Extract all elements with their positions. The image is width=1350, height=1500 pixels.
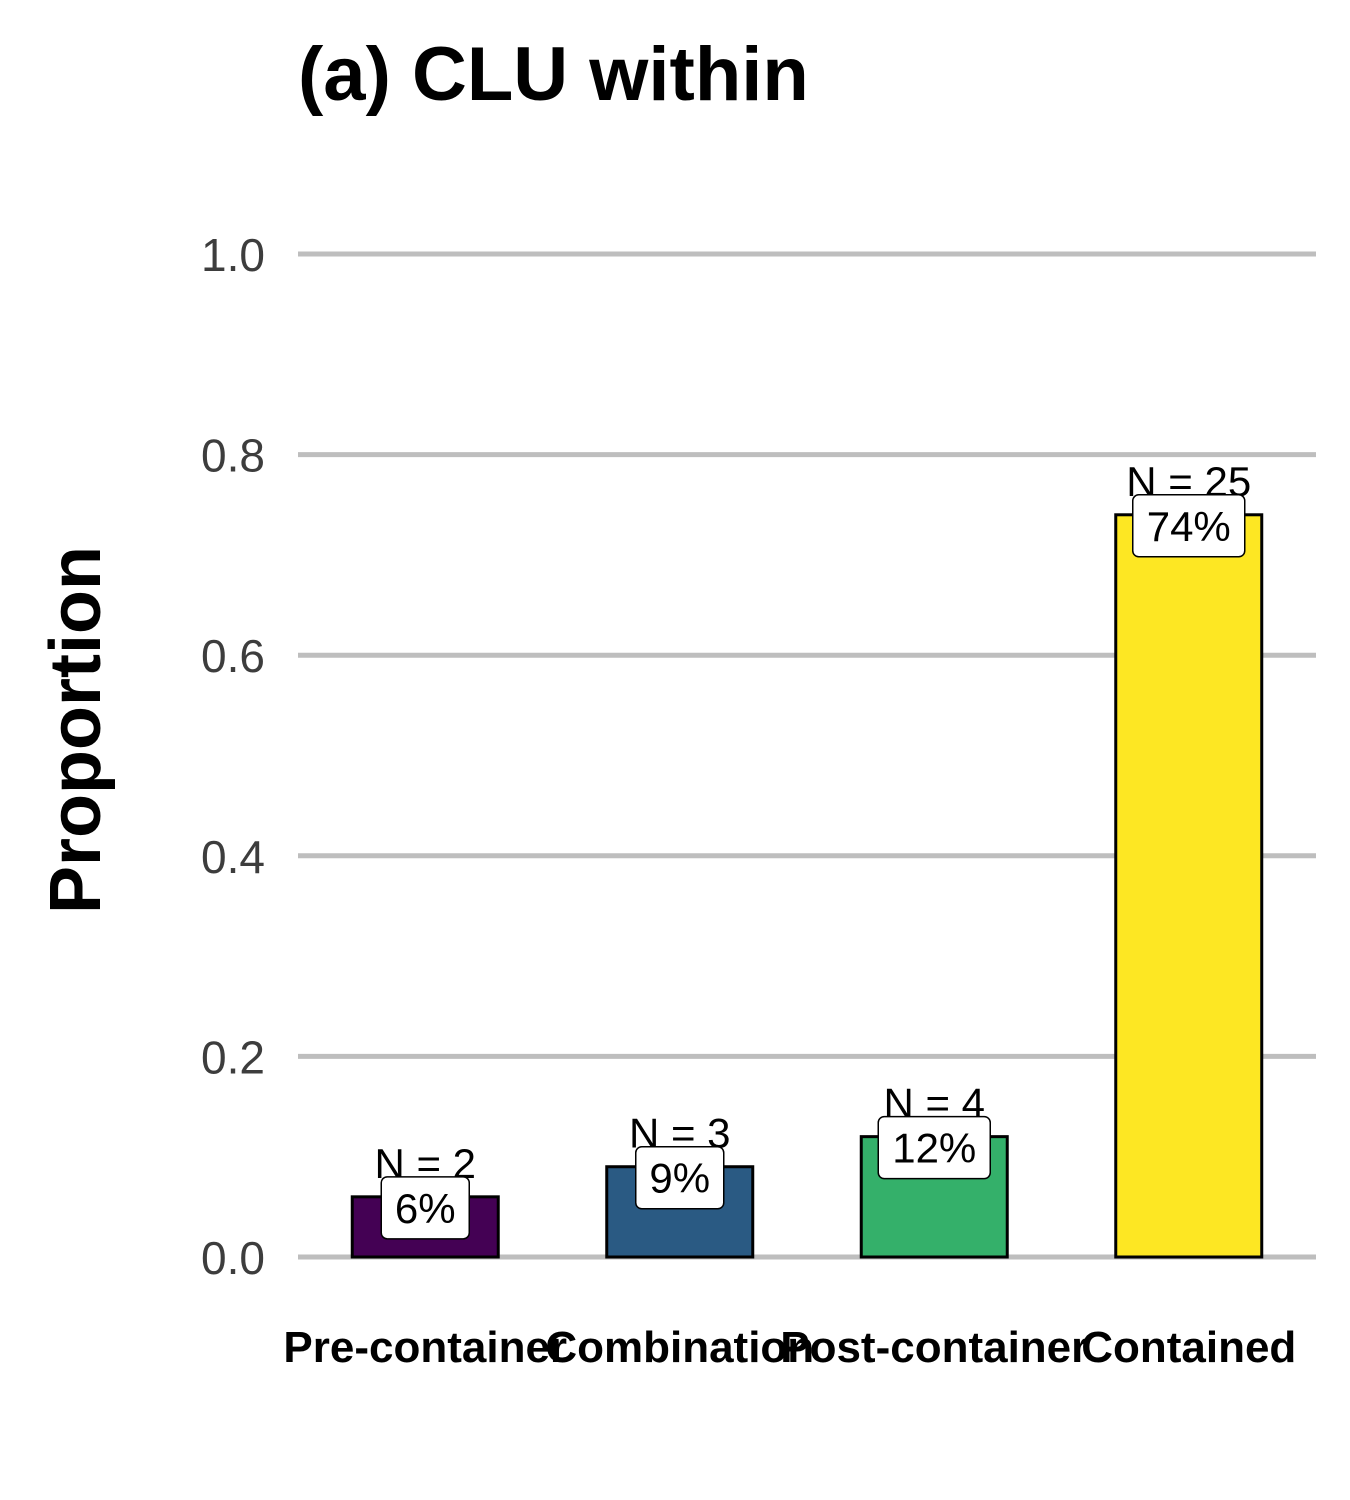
- y-tick-label: 0.2: [201, 1031, 265, 1083]
- percent-label: 6%: [395, 1185, 456, 1232]
- x-tick-label: Pre-container: [283, 1323, 567, 1372]
- bar: [1114, 513, 1264, 1259]
- percent-label-box: [877, 1115, 991, 1180]
- percent-label-box: [635, 1145, 725, 1210]
- x-tick-label: Combination: [545, 1323, 814, 1372]
- percent-label-box: [1132, 494, 1246, 558]
- y-tick-label: 0.0: [201, 1232, 265, 1284]
- x-tick-label: Contained: [1081, 1323, 1296, 1372]
- y-axis-ticks: 0.0 0.2 0.4 0.6 0.8 1.0: [201, 229, 265, 1284]
- chart-title: (a) CLU within: [298, 32, 809, 117]
- percent-label: 12%: [892, 1125, 976, 1172]
- y-axis-label: Proportion: [36, 546, 116, 914]
- y-tick-label: 0.4: [201, 831, 265, 883]
- percent-label: 74%: [1147, 503, 1231, 550]
- y-tick-label: 0.8: [201, 430, 265, 482]
- percent-label: 9%: [649, 1155, 710, 1202]
- bars: [350, 513, 1264, 1259]
- y-tick-label: 1.0: [201, 229, 265, 281]
- y-tick-label: 0.6: [201, 630, 265, 682]
- x-tick-label: Post-container: [780, 1323, 1088, 1372]
- x-axis-ticks: Pre-containerCombinationPost-containerCo…: [283, 1323, 1296, 1372]
- percent-label-box: [380, 1176, 470, 1240]
